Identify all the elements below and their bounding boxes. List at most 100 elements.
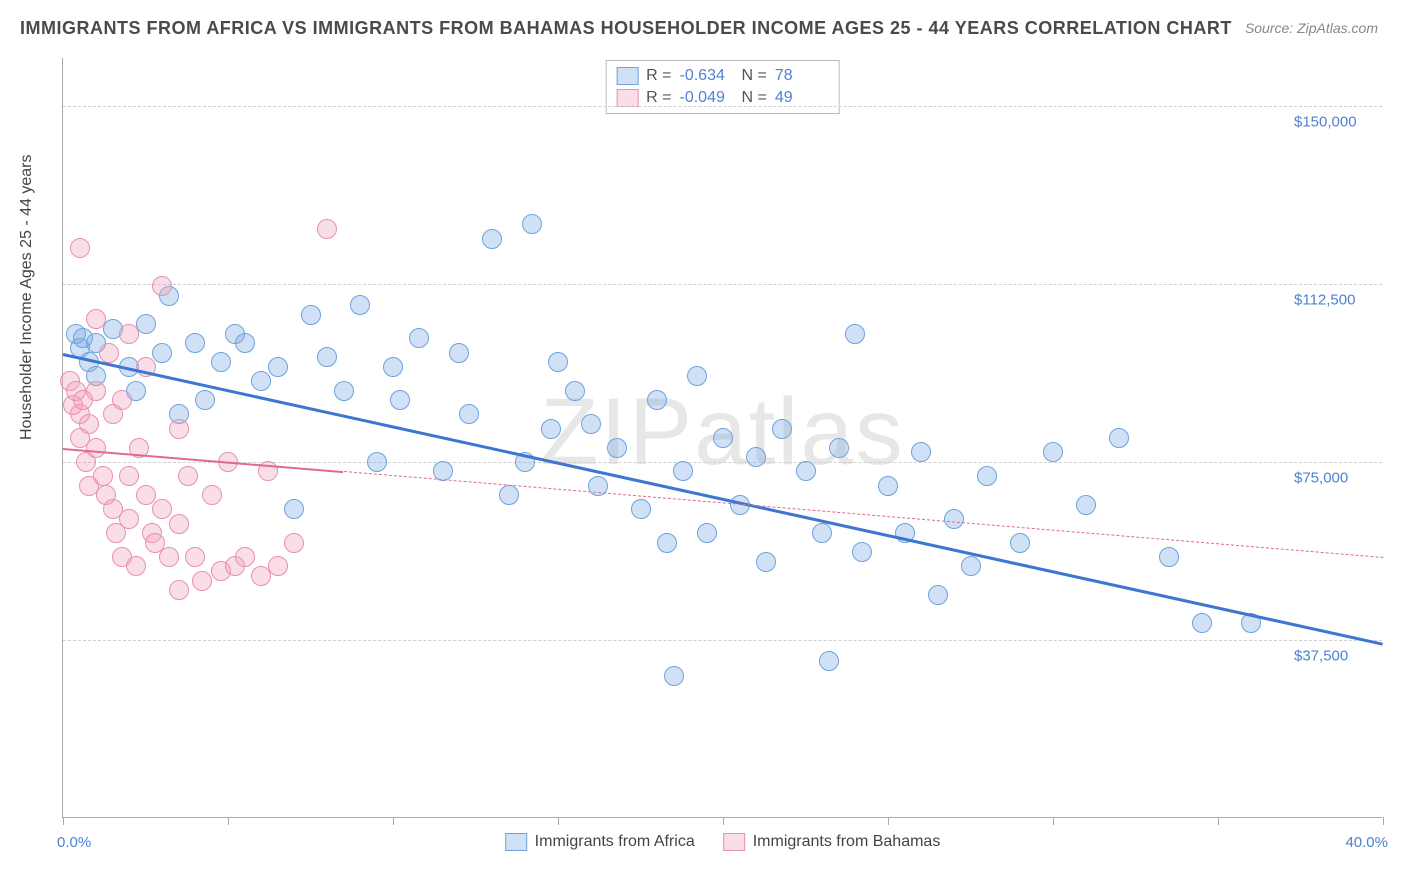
legend-label: Immigrants from Africa: [535, 833, 695, 851]
data-point-africa: [185, 333, 205, 353]
y-axis-title: Householder Income Ages 25 - 44 years: [18, 155, 36, 441]
data-point-africa: [565, 381, 585, 401]
data-point-africa: [812, 523, 832, 543]
data-point-africa: [367, 452, 387, 472]
data-point-bahamas: [317, 219, 337, 239]
data-point-bahamas: [169, 419, 189, 439]
data-point-africa: [409, 328, 429, 348]
legend-swatch: [505, 833, 527, 851]
data-point-bahamas: [185, 547, 205, 567]
data-point-africa: [301, 305, 321, 325]
data-point-africa: [664, 666, 684, 686]
data-point-africa: [746, 447, 766, 467]
data-point-africa: [697, 523, 717, 543]
legend-n-label: N =: [742, 67, 767, 85]
x-tick: [1383, 817, 1384, 825]
legend-swatch: [723, 833, 745, 851]
data-point-africa: [548, 352, 568, 372]
y-tick-label: $112,500: [1294, 291, 1374, 308]
data-point-bahamas: [112, 390, 132, 410]
legend-swatch: [616, 67, 638, 85]
data-point-africa: [1159, 547, 1179, 567]
x-min-label: 0.0%: [57, 834, 91, 851]
data-point-africa: [607, 438, 627, 458]
data-point-africa: [459, 404, 479, 424]
legend-row-africa: R = -0.634 N = 78: [616, 65, 829, 87]
data-point-bahamas: [268, 556, 288, 576]
legend-r-label: R =: [646, 67, 671, 85]
data-point-africa: [852, 542, 872, 562]
data-point-africa: [390, 390, 410, 410]
x-tick: [723, 817, 724, 825]
legend-n-value: 49: [775, 89, 829, 107]
data-point-africa: [796, 461, 816, 481]
data-point-africa: [350, 295, 370, 315]
legend-label: Immigrants from Bahamas: [753, 833, 941, 851]
data-point-bahamas: [86, 381, 106, 401]
data-point-bahamas: [93, 466, 113, 486]
legend-n-value: 78: [775, 67, 829, 85]
data-point-africa: [1076, 495, 1096, 515]
data-point-africa: [449, 343, 469, 363]
legend-n-label: N =: [742, 89, 767, 107]
data-point-africa: [1109, 428, 1129, 448]
data-point-africa: [581, 414, 601, 434]
data-point-africa: [195, 390, 215, 410]
data-point-africa: [756, 552, 776, 572]
data-point-bahamas: [86, 309, 106, 329]
data-point-bahamas: [86, 438, 106, 458]
data-point-africa: [961, 556, 981, 576]
data-point-africa: [944, 509, 964, 529]
data-point-africa: [522, 214, 542, 234]
data-point-africa: [1192, 613, 1212, 633]
data-point-africa: [673, 461, 693, 481]
data-point-bahamas: [99, 343, 119, 363]
data-point-bahamas: [152, 276, 172, 296]
data-point-africa: [1043, 442, 1063, 462]
x-tick: [1218, 817, 1219, 825]
data-point-africa: [235, 333, 255, 353]
y-tick-label: $37,500: [1294, 647, 1374, 664]
data-point-bahamas: [119, 324, 139, 344]
data-point-africa: [211, 352, 231, 372]
chart-title: IMMIGRANTS FROM AFRICA VS IMMIGRANTS FRO…: [20, 18, 1232, 39]
x-tick: [888, 817, 889, 825]
x-tick: [228, 817, 229, 825]
data-point-bahamas: [192, 571, 212, 591]
data-point-africa: [334, 381, 354, 401]
legend-item-africa: Immigrants from Africa: [505, 833, 695, 851]
data-point-africa: [647, 390, 667, 410]
data-point-bahamas: [169, 514, 189, 534]
x-max-label: 40.0%: [1345, 834, 1388, 851]
data-point-bahamas: [235, 547, 255, 567]
data-point-africa: [845, 324, 865, 344]
data-point-africa: [541, 419, 561, 439]
data-point-bahamas: [119, 466, 139, 486]
legend-series: Immigrants from Africa Immigrants from Ba…: [505, 833, 941, 851]
data-point-africa: [499, 485, 519, 505]
x-tick: [63, 817, 64, 825]
y-tick-label: $150,000: [1294, 113, 1374, 130]
data-point-bahamas: [178, 466, 198, 486]
data-point-africa: [687, 366, 707, 386]
data-point-africa: [284, 499, 304, 519]
x-tick: [558, 817, 559, 825]
plot-area: ZIPatlas R =-0.634N =78R =-0.049N =49 Im…: [62, 58, 1382, 818]
trend-line: [63, 353, 1384, 646]
data-point-africa: [657, 533, 677, 553]
legend-r-label: R =: [646, 89, 671, 107]
data-point-bahamas: [284, 533, 304, 553]
legend-r-value: -0.634: [680, 67, 734, 85]
data-point-africa: [317, 347, 337, 367]
data-point-bahamas: [169, 580, 189, 600]
data-point-africa: [911, 442, 931, 462]
data-point-africa: [819, 651, 839, 671]
legend-swatch: [616, 89, 638, 107]
data-point-bahamas: [79, 414, 99, 434]
gridline-h: [63, 640, 1382, 641]
data-point-bahamas: [136, 485, 156, 505]
data-point-africa: [878, 476, 898, 496]
data-point-bahamas: [152, 499, 172, 519]
data-point-africa: [713, 428, 733, 448]
legend-item-bahamas: Immigrants from Bahamas: [723, 833, 941, 851]
